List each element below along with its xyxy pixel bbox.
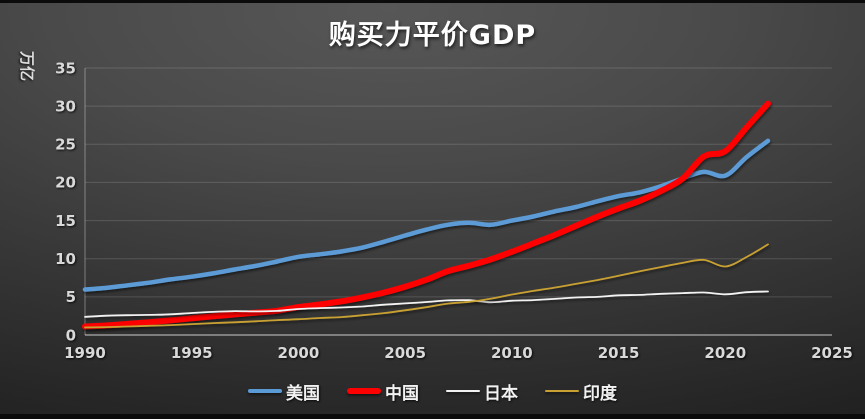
- window-edge-top: [0, 0, 865, 3]
- gridlines: [85, 67, 832, 298]
- legend-swatch-india: [545, 390, 579, 392]
- y-axis-tick-labels: 0 5 10 15 20 25 30 35: [55, 59, 76, 344]
- x-tick-label: 2015: [598, 344, 640, 362]
- x-tick-label: 1995: [171, 344, 213, 362]
- legend-item-india: 印度: [545, 379, 617, 404]
- legend-label-usa: 美国: [286, 383, 320, 404]
- y-tick-label: 5: [66, 288, 76, 306]
- y-tick-label: 35: [55, 59, 76, 77]
- legend-item-china: 中国: [347, 379, 419, 404]
- y-tick-label: 0: [66, 326, 76, 344]
- x-tick-label: 2025: [811, 344, 853, 362]
- legend-swatch-usa: [248, 388, 282, 394]
- series-line-india: [84, 243, 769, 329]
- y-tick-label: 25: [55, 136, 76, 154]
- series-lines: [82, 100, 771, 330]
- chart-title: 购买力平价GDP: [328, 20, 537, 51]
- y-tick-label: 10: [55, 250, 76, 268]
- x-axis-tick-labels: 1990 1995 2000 2005 2010 2015 2020 2025: [64, 344, 853, 362]
- x-tick-label: 2010: [491, 344, 533, 362]
- legend-item-japan: 日本: [446, 379, 518, 404]
- y-tick-label: 20: [55, 174, 76, 192]
- x-tick-label: 1990: [64, 344, 106, 362]
- chart-legend: 美国 中国 日本 印度: [0, 377, 865, 405]
- x-tick-label: 2020: [704, 344, 746, 362]
- x-tick-label: 2005: [384, 344, 426, 362]
- legend-swatch-japan: [446, 390, 480, 392]
- legend-label-china: 中国: [385, 383, 419, 404]
- series-line-japan: [84, 290, 769, 318]
- series-line-china: [82, 100, 771, 330]
- window-edge-bottom: [0, 414, 865, 419]
- x-tick-label: 2000: [278, 344, 320, 362]
- legend-label-india: 印度: [583, 383, 617, 404]
- legend-swatch-china: [347, 388, 381, 394]
- series-line-usa: [82, 138, 771, 292]
- y-tick-label: 15: [55, 212, 76, 230]
- y-tick-label: 30: [55, 97, 76, 115]
- legend-item-usa: 美国: [248, 379, 320, 404]
- legend-label-japan: 日本: [484, 383, 518, 404]
